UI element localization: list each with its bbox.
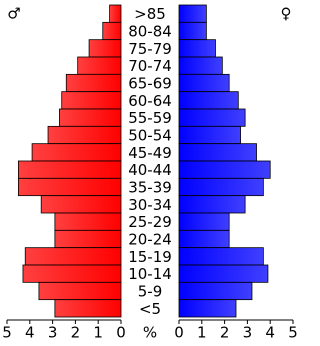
bar — [59, 108, 122, 127]
age-label: <5 — [139, 300, 161, 318]
bar — [102, 21, 122, 41]
x-tick-label: 4 — [25, 324, 35, 342]
bar — [17, 160, 122, 179]
age-label: 70-74 — [128, 57, 172, 75]
age-label: >85 — [134, 5, 166, 23]
age-label: 50-54 — [128, 127, 172, 145]
x-tick-label: 4 — [265, 324, 275, 342]
bar — [178, 195, 246, 214]
bar — [22, 264, 122, 283]
bar — [178, 229, 230, 249]
bar — [178, 21, 207, 41]
male-symbol: ♂ — [7, 5, 20, 23]
age-label: 30-34 — [128, 196, 172, 214]
bar — [54, 299, 122, 318]
bar — [178, 108, 246, 127]
x-tick-label: 2 — [220, 324, 230, 342]
bar — [17, 177, 122, 197]
x-tick-label: 3 — [48, 324, 58, 342]
x-tick-label: 3 — [243, 324, 253, 342]
bar — [65, 73, 122, 93]
x-tick-label: 2 — [71, 324, 81, 342]
age-label: 60-64 — [128, 92, 172, 110]
bar — [24, 247, 122, 266]
age-label: 10-14 — [128, 265, 172, 283]
age-label: 55-59 — [128, 109, 172, 127]
bar — [47, 125, 122, 145]
bar — [77, 56, 122, 75]
bar — [178, 247, 264, 266]
female-symbol: ♀ — [281, 5, 292, 23]
age-label: 65-69 — [128, 75, 172, 93]
bar — [178, 281, 253, 301]
age-label: 15-19 — [128, 248, 172, 266]
bar — [178, 143, 257, 162]
x-tick-label: 1 — [197, 324, 207, 342]
bar — [178, 91, 239, 110]
x-tick-label: 5 — [288, 324, 298, 342]
chart: ♂ ♀ % >8580-8475-7970-7465-6960-6455-595… — [2, 4, 298, 342]
bar — [178, 39, 216, 58]
x-tick-label: 0 — [116, 324, 126, 342]
bar — [61, 91, 122, 110]
bar — [178, 299, 237, 318]
x-tick-label: 1 — [93, 324, 103, 342]
age-label: 5-9 — [138, 283, 163, 301]
age-label: 20-24 — [128, 231, 172, 249]
bar — [40, 195, 122, 214]
bar — [178, 73, 230, 93]
age-label: 40-44 — [128, 161, 172, 179]
bar — [31, 143, 122, 162]
bar — [54, 212, 122, 231]
age-label: 75-79 — [128, 40, 172, 58]
bar — [88, 39, 122, 58]
bar — [178, 177, 264, 197]
age-label: 35-39 — [128, 179, 172, 197]
age-label: 45-49 — [128, 144, 172, 162]
bar — [178, 56, 223, 75]
bar — [178, 264, 269, 283]
x-tick-label: 0 — [174, 324, 184, 342]
bar — [54, 229, 122, 249]
x-tick-label: 5 — [2, 324, 12, 342]
x-axis-label: % — [143, 324, 157, 342]
bar — [178, 212, 230, 231]
bar — [178, 160, 271, 179]
bar — [38, 281, 122, 301]
age-label: 25-29 — [128, 213, 172, 231]
bar — [178, 125, 241, 145]
age-label: 80-84 — [128, 23, 172, 41]
bar — [178, 4, 207, 23]
bar — [109, 4, 122, 23]
